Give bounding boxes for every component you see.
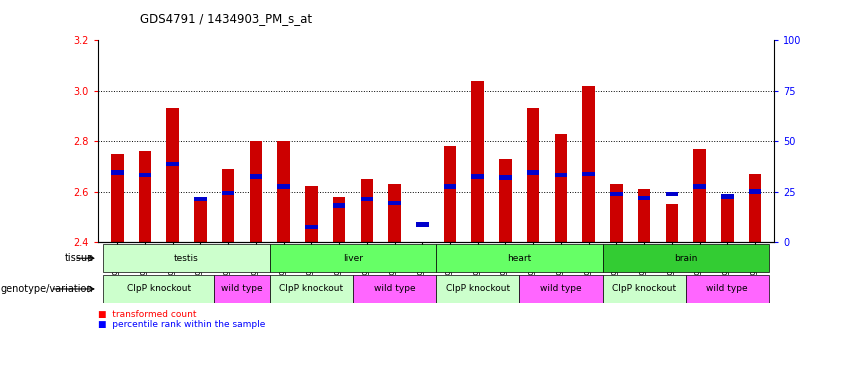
Text: brain: brain bbox=[674, 254, 697, 263]
Bar bbox=[306, 225, 317, 229]
Bar bbox=[500, 175, 511, 180]
Text: heart: heart bbox=[507, 254, 531, 263]
Bar bbox=[277, 184, 290, 189]
Text: wild type: wild type bbox=[221, 285, 263, 293]
Text: wild type: wild type bbox=[374, 285, 415, 293]
Bar bbox=[527, 108, 540, 242]
Bar bbox=[361, 197, 373, 201]
Bar bbox=[694, 184, 705, 189]
Bar bbox=[222, 169, 234, 242]
Bar bbox=[353, 275, 437, 303]
Text: ■  transformed count: ■ transformed count bbox=[98, 310, 197, 319]
Bar bbox=[694, 149, 705, 242]
Bar bbox=[416, 222, 429, 227]
Bar bbox=[519, 275, 603, 303]
Text: ClpP knockout: ClpP knockout bbox=[612, 285, 677, 293]
Bar bbox=[638, 189, 650, 242]
Bar bbox=[443, 146, 456, 242]
Text: liver: liver bbox=[343, 254, 363, 263]
Bar bbox=[194, 197, 207, 242]
Bar bbox=[500, 159, 511, 242]
Bar bbox=[388, 200, 401, 205]
Bar bbox=[361, 179, 373, 242]
Bar bbox=[388, 184, 401, 242]
Bar bbox=[194, 197, 207, 201]
Bar bbox=[582, 172, 595, 176]
Bar bbox=[603, 275, 686, 303]
Text: ClpP knockout: ClpP knockout bbox=[279, 285, 344, 293]
Bar bbox=[249, 141, 262, 242]
Bar bbox=[749, 189, 762, 194]
Bar bbox=[610, 192, 623, 196]
Bar bbox=[437, 275, 519, 303]
Text: wild type: wild type bbox=[706, 285, 748, 293]
Bar bbox=[139, 173, 151, 177]
Bar bbox=[749, 174, 762, 242]
Bar bbox=[139, 151, 151, 242]
Text: ClpP knockout: ClpP knockout bbox=[446, 285, 510, 293]
Text: tissue: tissue bbox=[65, 253, 94, 263]
Bar bbox=[104, 275, 214, 303]
Bar bbox=[686, 275, 768, 303]
Bar bbox=[582, 86, 595, 242]
Bar bbox=[249, 174, 262, 179]
Bar bbox=[555, 134, 567, 242]
Text: GDS4791 / 1434903_PM_s_at: GDS4791 / 1434903_PM_s_at bbox=[140, 12, 312, 25]
Bar bbox=[610, 184, 623, 242]
Bar bbox=[277, 141, 290, 242]
Bar bbox=[333, 203, 346, 208]
Text: wild type: wild type bbox=[540, 285, 582, 293]
Bar bbox=[167, 162, 179, 166]
Bar bbox=[214, 275, 270, 303]
Text: testis: testis bbox=[174, 254, 199, 263]
Text: ClpP knockout: ClpP knockout bbox=[127, 285, 191, 293]
Bar bbox=[603, 245, 768, 272]
Text: ■  percentile rank within the sample: ■ percentile rank within the sample bbox=[98, 320, 266, 329]
Bar bbox=[665, 192, 678, 196]
Bar bbox=[721, 194, 734, 242]
Bar bbox=[111, 154, 123, 242]
Bar bbox=[306, 187, 317, 242]
Bar bbox=[527, 170, 540, 175]
Bar bbox=[471, 174, 484, 179]
Bar bbox=[721, 194, 734, 199]
Bar bbox=[555, 173, 567, 177]
Text: genotype/variation: genotype/variation bbox=[1, 284, 94, 294]
Bar bbox=[638, 195, 650, 200]
Bar bbox=[665, 204, 678, 242]
Bar bbox=[437, 245, 603, 272]
Bar bbox=[270, 245, 437, 272]
Bar bbox=[111, 170, 123, 175]
Bar bbox=[222, 190, 234, 195]
Bar bbox=[443, 184, 456, 189]
Bar bbox=[167, 108, 179, 242]
Bar bbox=[104, 245, 270, 272]
Bar bbox=[270, 275, 353, 303]
Bar bbox=[333, 197, 346, 242]
Bar bbox=[471, 81, 484, 242]
